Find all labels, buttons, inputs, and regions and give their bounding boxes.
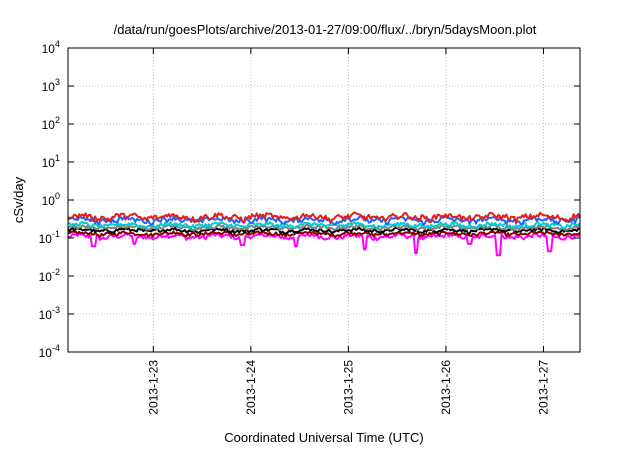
y-tick-label: 101 — [42, 153, 60, 170]
chart-title: /data/run/goesPlots/archive/2013-01-27/0… — [114, 22, 537, 37]
x-axis: 2013-1-23 2013-1-24 2013-1-25 2013-1-26 2013… — [146, 48, 550, 415]
series-line — [67, 230, 581, 238]
y-tick-label: 104 — [42, 39, 60, 56]
x-tick-label: 2013-1-23 — [146, 360, 160, 415]
y-tick-label: 10-1 — [39, 229, 60, 246]
x-tick-label: 2013-1-24 — [244, 360, 258, 415]
series-line — [67, 211, 581, 225]
y-axis-label: cSv/day — [11, 176, 26, 223]
series-line — [67, 232, 581, 257]
y-tick-label: 102 — [42, 115, 60, 132]
y-axis: 104 103 102 101 100 10-1 10-2 10-3 10-4 — [39, 39, 580, 360]
y-tick-label: 100 — [42, 191, 60, 208]
x-tick-label: 2013-1-25 — [341, 360, 355, 415]
x-tick-label: 2013-1-27 — [536, 360, 550, 415]
x-axis-label: Coordinated Universal Time (UTC) — [224, 430, 423, 445]
y-tick-label: 10-3 — [39, 305, 60, 322]
y-tick-label: 10-4 — [39, 343, 60, 360]
series-line — [67, 220, 581, 230]
series-line — [67, 226, 581, 235]
y-tick-label: 103 — [42, 77, 60, 94]
series-layer — [67, 211, 581, 257]
x-tick-label: 2013-1-26 — [439, 360, 453, 415]
y-tick-label: 10-2 — [39, 267, 60, 284]
